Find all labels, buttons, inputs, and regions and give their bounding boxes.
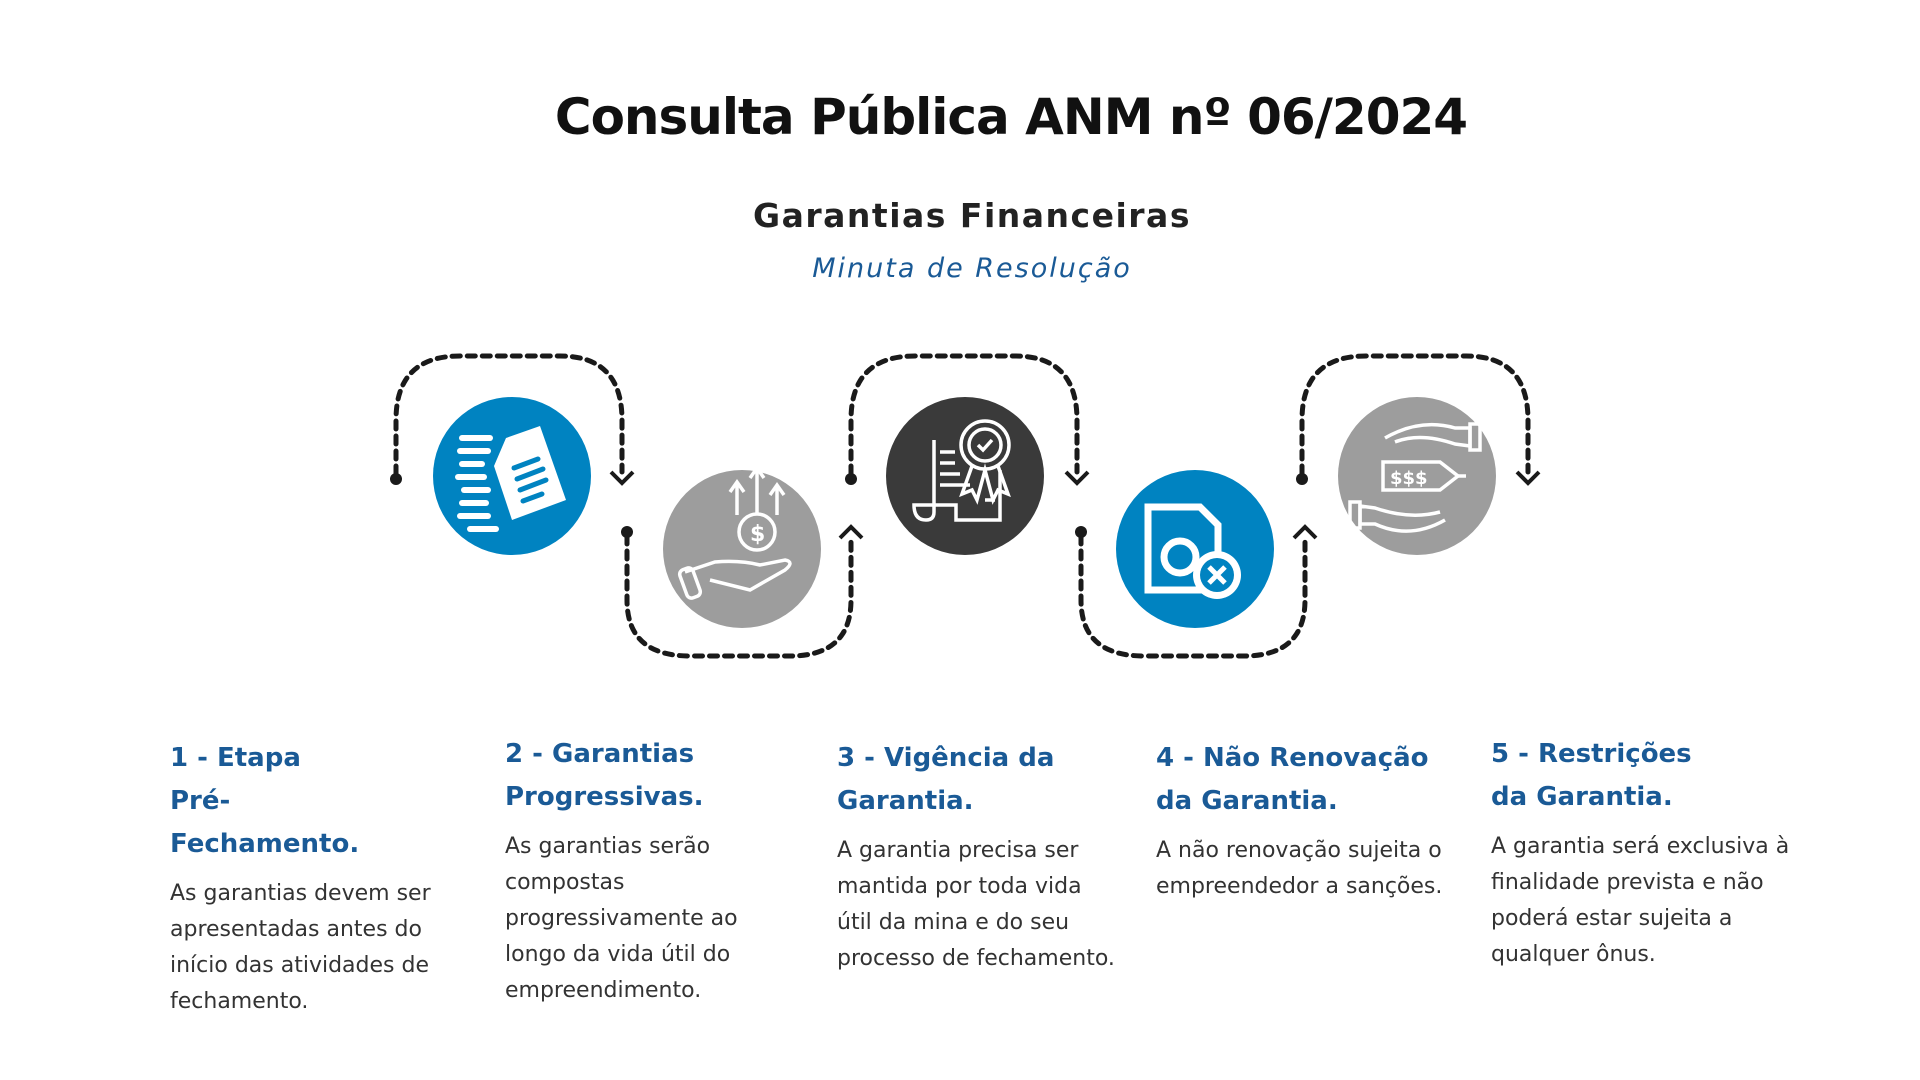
document-list-icon	[433, 397, 591, 555]
step-text: As garantias devem ser apresentadas ante…	[170, 881, 431, 1014]
step-heading: 1 - Etapa Pré-Fechamento.	[170, 743, 360, 859]
step-5: 5 - Restrições da Garantia. A garantia s…	[1491, 733, 1789, 973]
connector-5	[1299, 353, 1531, 477]
arrow-up-icon	[838, 524, 864, 540]
step-4: 4 - Não Renovação da Garantia. A não ren…	[1156, 737, 1446, 905]
connector-4	[1078, 533, 1308, 659]
arrow-down-icon	[609, 470, 635, 486]
step-2: 2 - Garantias Progressivas. As garantias…	[505, 733, 795, 1009]
arrow-down-icon	[1515, 470, 1541, 486]
connector-2	[624, 533, 854, 659]
step-text: A não renovação sujeita o empreendedor a…	[1156, 838, 1443, 899]
connector-1	[393, 353, 625, 477]
arrow-down-icon	[1064, 470, 1090, 486]
page-subtitle: Garantias Financeiras	[753, 196, 1191, 235]
step-heading: 2 - Garantias Progressivas.	[505, 739, 704, 812]
svg-text:$$$: $$$	[1390, 468, 1428, 489]
hands-price-tag-icon: $$$	[1338, 397, 1496, 555]
step-text: As garantias serão compostas progressiva…	[505, 834, 738, 1003]
svg-text:$: $	[750, 522, 765, 547]
step-1: 1 - Etapa Pré-Fechamento. As garantias d…	[170, 737, 460, 1020]
page-title: Consulta Pública ANM nº 06/2024	[554, 88, 1468, 146]
step-text: A garantia será exclusiva à finalidade p…	[1491, 834, 1790, 967]
document-cancel-icon	[1116, 470, 1274, 628]
certificate-badge-icon	[886, 397, 1044, 555]
step-heading: 5 - Restrições da Garantia.	[1491, 739, 1692, 812]
arrow-up-icon	[1292, 524, 1318, 540]
step-text: A garantia precisa ser mantida por toda …	[837, 838, 1115, 971]
page-caption: Minuta de Resolução	[812, 253, 1132, 284]
hand-money-growth-icon: $	[663, 464, 821, 628]
step-heading: 3 - Vigência da Garantia.	[837, 743, 1055, 816]
connector-3	[848, 353, 1080, 477]
step-3: 3 - Vigência da Garantia. A garantia pre…	[837, 737, 1127, 977]
step-heading: 4 - Não Renovação da Garantia.	[1156, 743, 1429, 816]
